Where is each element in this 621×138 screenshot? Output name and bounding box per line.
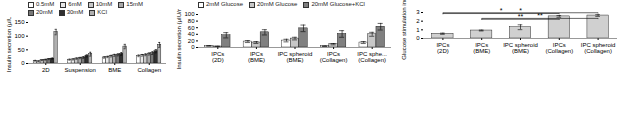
svg-text:IPC spheroid(BME): IPC spheroid(BME): [503, 42, 538, 54]
svg-text:IPCs(2D): IPCs(2D): [211, 51, 224, 63]
svg-text:100: 100: [184, 11, 195, 17]
html-text:2mM Glucose: 2mM Glucose: [206, 1, 243, 7]
html-text:6mM: 6mM: [68, 1, 82, 7]
svg-text:**: **: [518, 13, 524, 20]
svg-text:150: 150: [14, 19, 25, 25]
svg-text:Insulin secretion (μIU): Insulin secretion (μIU): [6, 17, 12, 72]
svg-text:2: 2: [416, 18, 420, 24]
html-text:20mM Glucose+KCl: 20mM Glucose+KCl: [311, 1, 365, 7]
html-text:0.5mM: 0.5mM: [36, 1, 55, 7]
svg-text:*: *: [500, 7, 503, 14]
html-text:KCl: KCl: [97, 9, 107, 15]
svg-text:40: 40: [188, 31, 195, 37]
html-text:20mM: 20mM: [36, 9, 53, 15]
svg-text:IPC spheroid(BME): IPC spheroid(BME): [278, 51, 313, 63]
svg-text:Glucose stimulation index: Glucose stimulation index: [401, 0, 407, 60]
svg-text:IPC sphe...(Collagen): IPC sphe...(Collagen): [357, 51, 387, 63]
svg-text:2D: 2D: [42, 67, 50, 73]
svg-text:Collagen: Collagen: [137, 67, 161, 73]
svg-text:BME: BME: [108, 67, 121, 73]
svg-text:60: 60: [188, 25, 195, 31]
svg-text:IPCs(Collagen): IPCs(Collagen): [320, 51, 348, 63]
svg-text:100: 100: [14, 33, 25, 39]
svg-text:20: 20: [188, 38, 195, 44]
svg-text:0: 0: [416, 35, 420, 41]
svg-text:Insulin secretion (μIU/ml/1hr): Insulin secretion (μIU/ml/1hr): [176, 9, 182, 69]
svg-text:IPC spheroid(Collagen): IPC spheroid(Collagen): [581, 42, 616, 54]
html-text:15mM: 15mM: [126, 1, 143, 7]
svg-text:IPCs(BME): IPCs(BME): [473, 42, 490, 54]
svg-text:IPCs(2D): IPCs(2D): [436, 42, 449, 54]
html-text:10mM: 10mM: [95, 1, 113, 7]
svg-text:**: **: [537, 12, 543, 19]
svg-text:0: 0: [21, 60, 25, 66]
svg-text:80: 80: [188, 18, 195, 24]
html-text:20mM Glucose: 20mM Glucose: [257, 1, 298, 7]
svg-text:3: 3: [416, 9, 420, 15]
svg-text:IPCs(BME): IPCs(BME): [248, 51, 265, 63]
svg-text:0: 0: [191, 44, 195, 50]
html-text:30mM: 30mM: [66, 9, 84, 15]
svg-text:50: 50: [18, 47, 25, 53]
svg-text:1: 1: [416, 27, 420, 33]
svg-text:IPCs(Collagen): IPCs(Collagen): [545, 42, 573, 54]
svg-text:Suspension: Suspension: [65, 67, 96, 73]
